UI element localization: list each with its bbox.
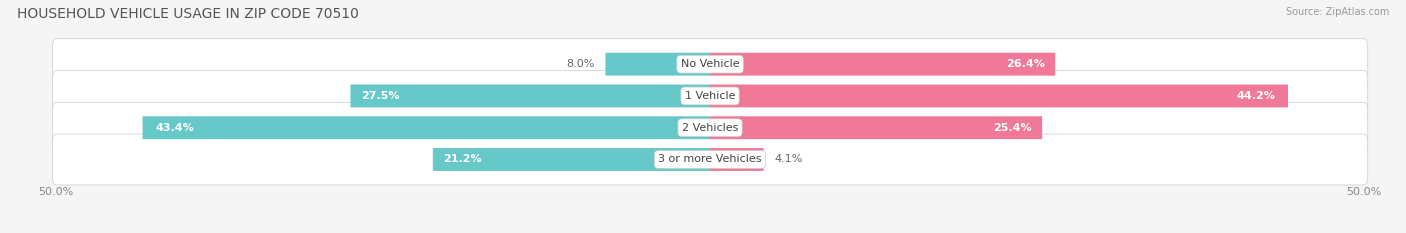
- Text: 4.1%: 4.1%: [775, 154, 803, 164]
- Text: 26.4%: 26.4%: [1005, 59, 1045, 69]
- Text: 1 Vehicle: 1 Vehicle: [685, 91, 735, 101]
- Text: 2 Vehicles: 2 Vehicles: [682, 123, 738, 133]
- FancyBboxPatch shape: [606, 53, 710, 76]
- FancyBboxPatch shape: [710, 148, 763, 171]
- Text: No Vehicle: No Vehicle: [681, 59, 740, 69]
- FancyBboxPatch shape: [52, 134, 1368, 185]
- FancyBboxPatch shape: [52, 71, 1368, 121]
- FancyBboxPatch shape: [710, 53, 1056, 76]
- Text: 8.0%: 8.0%: [567, 59, 595, 69]
- Text: 44.2%: 44.2%: [1236, 91, 1275, 101]
- FancyBboxPatch shape: [142, 116, 710, 139]
- FancyBboxPatch shape: [710, 116, 1042, 139]
- Text: 43.4%: 43.4%: [156, 123, 194, 133]
- FancyBboxPatch shape: [710, 85, 1288, 107]
- Text: 27.5%: 27.5%: [361, 91, 399, 101]
- Text: 25.4%: 25.4%: [993, 123, 1032, 133]
- Text: Source: ZipAtlas.com: Source: ZipAtlas.com: [1285, 7, 1389, 17]
- FancyBboxPatch shape: [350, 85, 710, 107]
- FancyBboxPatch shape: [433, 148, 710, 171]
- Text: HOUSEHOLD VEHICLE USAGE IN ZIP CODE 70510: HOUSEHOLD VEHICLE USAGE IN ZIP CODE 7051…: [17, 7, 359, 21]
- Legend: Owner-occupied, Renter-occupied: Owner-occupied, Renter-occupied: [596, 230, 824, 233]
- FancyBboxPatch shape: [52, 102, 1368, 153]
- Text: 3 or more Vehicles: 3 or more Vehicles: [658, 154, 762, 164]
- Text: 21.2%: 21.2%: [443, 154, 482, 164]
- FancyBboxPatch shape: [52, 39, 1368, 90]
